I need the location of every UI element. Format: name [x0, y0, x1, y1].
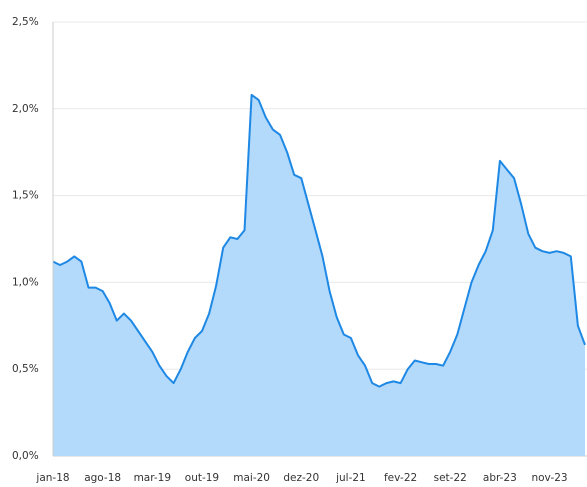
- y-tick-label: 1,0%: [12, 276, 39, 288]
- y-tick-label: 1,5%: [12, 190, 39, 202]
- y-tick-label: 0,5%: [12, 363, 39, 375]
- x-tick-label: mar-19: [134, 472, 171, 484]
- x-tick-label: set-22: [434, 472, 467, 484]
- x-tick-label: jan-18: [35, 472, 69, 484]
- x-tick-label: ago-18: [84, 472, 121, 484]
- x-tick-label: fev-22: [384, 472, 417, 484]
- y-tick-label: 2,5%: [12, 16, 39, 28]
- area: [53, 94, 585, 457]
- y-tick-label: 2,0%: [12, 103, 39, 115]
- x-tick-label: mai-20: [233, 472, 270, 484]
- x-tick-label: jul-21: [335, 472, 366, 484]
- line: [52, 93, 586, 388]
- x-tick-label: nov-23: [531, 472, 567, 484]
- x-tick-label: abr-23: [483, 472, 517, 484]
- y-tick-label: 0,0%: [12, 450, 39, 462]
- x-tick-label: dez-20: [283, 472, 319, 484]
- x-tick-label: out-19: [185, 472, 219, 484]
